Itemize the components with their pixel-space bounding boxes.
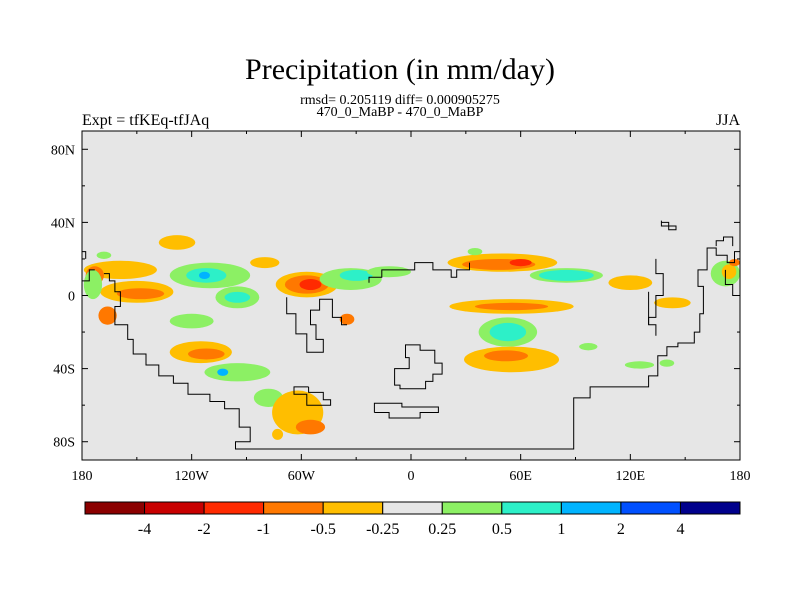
x-tick-label-0: 180 bbox=[72, 469, 93, 484]
colorbar-label-9: 4 bbox=[676, 521, 684, 538]
anomaly-region-28 bbox=[339, 313, 355, 325]
coastline-5 bbox=[368, 262, 470, 283]
anomaly-region-46 bbox=[721, 264, 737, 280]
coastline-8 bbox=[648, 258, 664, 336]
colorbar-label-2: -1 bbox=[257, 521, 270, 538]
coastline-3 bbox=[373, 402, 439, 419]
anomaly-region-21 bbox=[272, 428, 284, 440]
colorbar-label-1: -2 bbox=[197, 521, 210, 538]
anomaly-region-26 bbox=[339, 269, 373, 281]
anomaly-region-8 bbox=[198, 271, 210, 280]
anomaly-region-40 bbox=[484, 350, 528, 362]
colorbar-swatch-7 bbox=[501, 501, 562, 515]
colorbar-label-0: -4 bbox=[138, 521, 151, 538]
y-tick-label-1: 40N bbox=[51, 216, 75, 231]
anomaly-region-20 bbox=[295, 419, 326, 435]
anomaly-region-17 bbox=[217, 368, 229, 376]
colorbar-swatch-9 bbox=[620, 501, 681, 515]
season-label: JJA bbox=[715, 112, 740, 129]
x-tick-label-2: 60W bbox=[288, 469, 316, 484]
x-tick-label-1: 120W bbox=[175, 469, 210, 484]
coastline-6 bbox=[660, 220, 677, 231]
anomaly-region-24 bbox=[299, 279, 322, 291]
x-tick-label-5: 120E bbox=[616, 469, 646, 484]
anomaly-region-5 bbox=[83, 269, 103, 300]
colorbar-swatch-10 bbox=[679, 501, 741, 515]
chart-subtitle-stats: rmsd= 0.205119 diff= 0.000905275 bbox=[300, 93, 500, 108]
colorbar-swatch-6 bbox=[441, 501, 503, 515]
x-tick-label-6: 180 bbox=[730, 469, 751, 484]
coastline-7 bbox=[715, 236, 734, 247]
chart-title: Precipitation (in mm/day) bbox=[245, 53, 555, 86]
colorbar-swatch-2 bbox=[203, 501, 265, 515]
anomaly-region-4 bbox=[98, 306, 117, 325]
colorbar-label-3: -0.5 bbox=[311, 521, 336, 538]
colorbar-swatch-5 bbox=[382, 501, 443, 515]
experiment-label: Expt = tfKEq-tfJAq bbox=[82, 112, 210, 129]
chart-subtitle-experiment: 470_0_MaBP - 470_0_MaBP bbox=[316, 105, 484, 120]
anomaly-region-31 bbox=[509, 258, 532, 267]
anomaly-region-36 bbox=[474, 302, 549, 311]
x-tick-label-3: 0 bbox=[408, 469, 415, 484]
anomaly-region-38 bbox=[489, 322, 527, 342]
anomaly-region-43 bbox=[624, 361, 655, 369]
colorbar: -4 -2 -1 -0.5 -0.25 0.25 0.5 1 2 4 bbox=[84, 501, 741, 538]
colorbar-swatch-4 bbox=[322, 501, 384, 515]
colorbar-label-7: 1 bbox=[557, 521, 565, 538]
coastline-11 bbox=[82, 269, 95, 282]
anomaly-region-3 bbox=[116, 288, 165, 300]
coastline-2 bbox=[286, 297, 347, 353]
axis-ticks: 180 120W 60W 0 60E 120E 180 80N 40N 0 40S 80S bbox=[51, 131, 751, 484]
coastlines bbox=[82, 220, 740, 450]
colorbar-swatch-8 bbox=[560, 501, 622, 515]
anomaly-region-11 bbox=[158, 235, 196, 250]
colorbar-label-6: 0.5 bbox=[492, 521, 512, 538]
colorbar-label-4: -0.25 bbox=[366, 521, 399, 538]
anomaly-region-16 bbox=[204, 363, 271, 382]
anomaly-region-33 bbox=[538, 269, 594, 281]
colorbar-swatch-1 bbox=[144, 501, 205, 515]
colorbar-swatch-3 bbox=[263, 501, 324, 515]
anomaly-region-27 bbox=[367, 266, 412, 278]
anomaly-region-10 bbox=[224, 291, 251, 303]
colorbar-label-8: 2 bbox=[617, 521, 625, 538]
y-tick-label-2: 0 bbox=[68, 290, 75, 305]
coastline-0 bbox=[103, 247, 740, 450]
anomaly-region-34 bbox=[467, 247, 483, 256]
plot-area bbox=[82, 131, 740, 460]
anomaly-region-44 bbox=[654, 297, 691, 309]
colorbar-label-5: 0.25 bbox=[428, 521, 456, 538]
anomaly-region-15 bbox=[188, 348, 225, 360]
anomaly-region-41 bbox=[579, 343, 598, 351]
coastline-12 bbox=[82, 251, 87, 259]
y-tick-label-3: 40S bbox=[53, 363, 75, 378]
y-tick-label-0: 80N bbox=[51, 143, 75, 158]
anomaly-region-13 bbox=[169, 313, 214, 329]
coastline-4 bbox=[394, 344, 443, 390]
colorbar-swatch-0 bbox=[84, 501, 146, 515]
precip-anomaly-fields bbox=[83, 235, 740, 440]
anomaly-region-42 bbox=[608, 275, 653, 291]
anomaly-region-12 bbox=[250, 257, 280, 269]
anomaly-region-49 bbox=[659, 359, 675, 367]
anomaly-region-48 bbox=[96, 251, 112, 259]
coastline-1 bbox=[293, 386, 332, 406]
x-tick-label-4: 60E bbox=[509, 469, 532, 484]
y-tick-label-4: 80S bbox=[53, 436, 75, 451]
